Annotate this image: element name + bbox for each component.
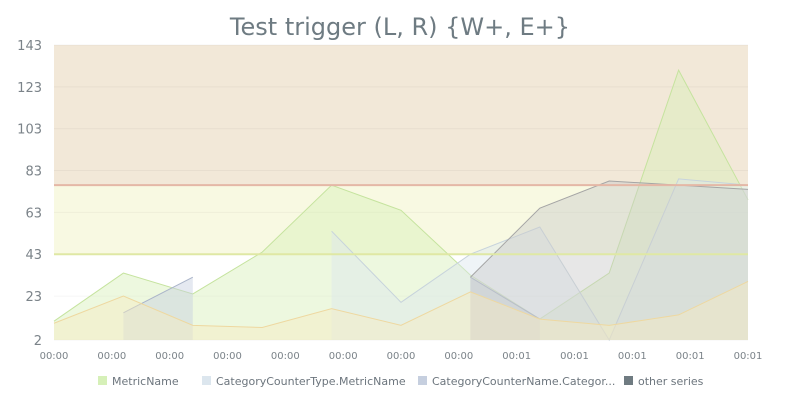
legend-label: CategoryCounterType.MetricName xyxy=(216,375,406,388)
y-tick-label: 43 xyxy=(25,248,42,263)
x-tick-label: 00:00 xyxy=(444,351,473,362)
series-area xyxy=(470,180,748,340)
legend-swatch xyxy=(418,376,427,385)
x-tick-label: 00:00 xyxy=(271,351,300,362)
series-line xyxy=(53,68,749,322)
y-tick-label: 2 xyxy=(34,334,42,349)
legend-swatch xyxy=(202,376,211,385)
series-line xyxy=(53,280,749,328)
x-tick-label: 00:01 xyxy=(618,351,647,362)
series-line xyxy=(123,276,194,314)
series-area xyxy=(54,70,748,340)
y-tick-label: 103 xyxy=(17,123,42,138)
x-tick-label: 00:00 xyxy=(40,351,69,362)
x-tick-label: 00:00 xyxy=(329,351,358,362)
series-line xyxy=(470,276,541,320)
x-tick-label: 00:00 xyxy=(213,351,242,362)
series-area xyxy=(54,281,748,340)
legend-swatch xyxy=(98,376,107,385)
x-tick-label: 00:01 xyxy=(560,351,589,362)
y-tick-label: 23 xyxy=(25,290,42,305)
legend-label: other series xyxy=(638,375,704,388)
series-area xyxy=(331,178,748,340)
x-axis: 00:00 00:00 00:00 00:00 00:00 00:00 00:00 00:00… xyxy=(40,351,763,362)
legend: MetricName CategoryCounterType.MetricName… xyxy=(98,375,704,388)
y-axis: 2 23 43 63 83 103 123 143 xyxy=(17,39,42,349)
y-tick-label: 83 xyxy=(25,165,42,180)
legend-swatch xyxy=(624,376,633,385)
y-tick-label: 123 xyxy=(17,81,42,96)
series-area xyxy=(470,277,540,340)
series-areas xyxy=(53,68,749,342)
legend-label: CategoryCounterName.Categor... xyxy=(432,375,615,388)
legend-item[interactable]: CategoryCounterType.MetricName xyxy=(202,375,406,388)
threshold-band xyxy=(54,45,748,186)
legend-label: MetricName xyxy=(112,375,179,388)
legend-item[interactable]: other series xyxy=(624,375,704,388)
threshold-lines xyxy=(54,184,748,256)
legend-item[interactable]: MetricName xyxy=(98,375,179,388)
series-line xyxy=(331,178,749,342)
x-tick-label: 00:00 xyxy=(387,351,416,362)
x-tick-label: 00:01 xyxy=(734,351,763,362)
x-tick-label: 00:01 xyxy=(676,351,705,362)
y-tick-label: 143 xyxy=(17,39,42,54)
threshold-band xyxy=(54,185,748,255)
x-tick-label: 00:01 xyxy=(502,351,531,362)
legend-item[interactable]: CategoryCounterName.Categor... xyxy=(418,375,615,388)
threshold-bands xyxy=(54,45,748,340)
series-area xyxy=(123,277,193,340)
x-tick-label: 00:00 xyxy=(97,351,126,362)
x-tick-label: 00:00 xyxy=(155,351,184,362)
chart-title: Test trigger (L, R) {W+, E+} xyxy=(229,13,570,41)
y-tick-label: 63 xyxy=(25,206,42,221)
